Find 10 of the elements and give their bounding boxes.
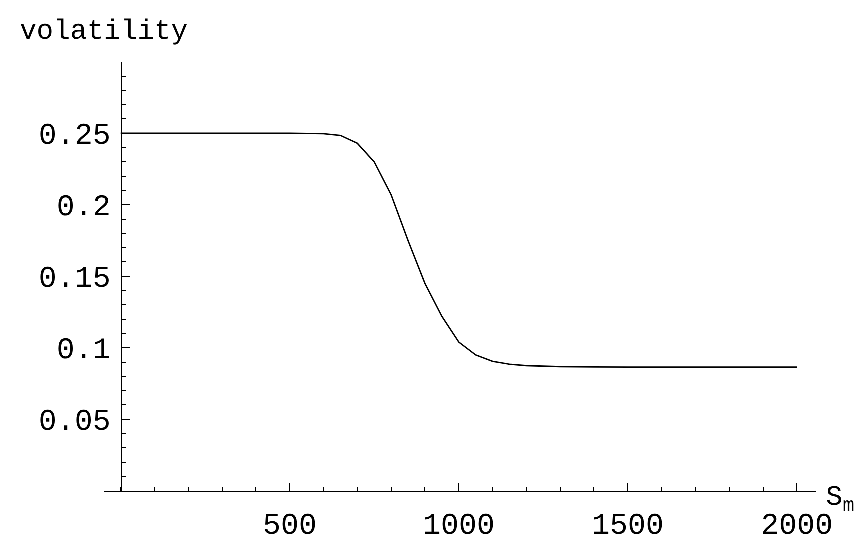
- y-tick-label: 0.05: [38, 406, 111, 440]
- x-tick-label: 1000: [422, 510, 495, 544]
- y-axis-title: volatility: [20, 17, 188, 48]
- y-tick-label: 0.25: [38, 120, 111, 154]
- x-tick-label: 500: [262, 510, 317, 544]
- y-tick-label: 0.15: [38, 263, 111, 297]
- y-tick-label: 0.1: [56, 334, 111, 368]
- x-tick-label: 1500: [592, 510, 664, 544]
- y-tick-label: 0.2: [56, 192, 111, 226]
- x-tick-label: 2000: [761, 510, 834, 544]
